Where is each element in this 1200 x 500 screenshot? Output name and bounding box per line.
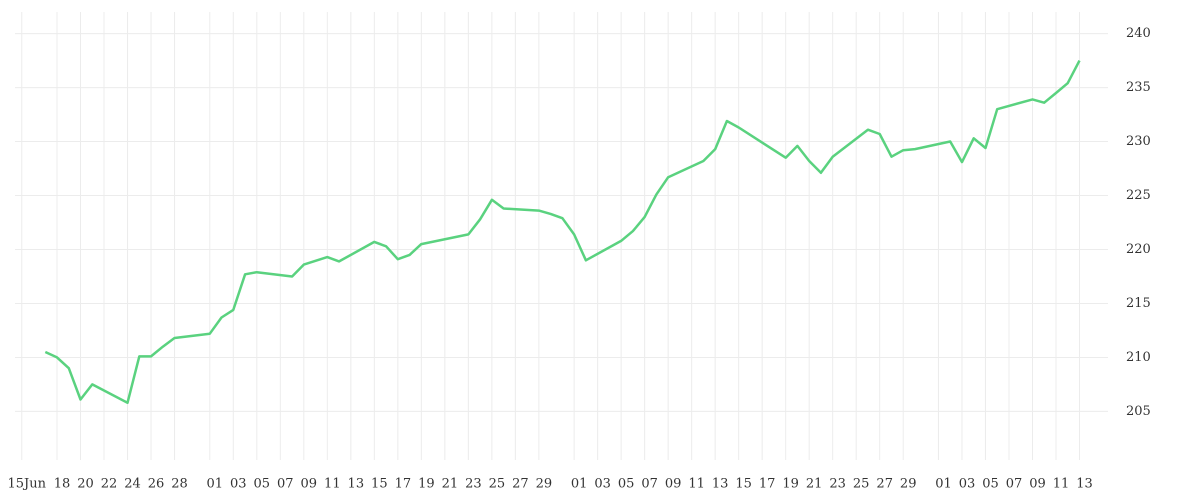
y-tick-label: 215 <box>1126 296 1151 311</box>
x-tick-label: 27 <box>876 477 893 492</box>
x-tick-label: 29 <box>536 477 553 492</box>
x-tick-label: 25 <box>489 477 506 492</box>
x-tick-label: 23 <box>829 477 846 492</box>
x-tick-label: 05 <box>618 477 635 492</box>
x-tick-label: 21 <box>806 477 823 492</box>
x-tick-label: 07 <box>641 477 658 492</box>
x-tick-label: 28 <box>171 477 188 492</box>
x-tick-label: 05 <box>982 477 999 492</box>
x-tick-label: 03 <box>959 477 976 492</box>
x-tick-label: 13 <box>712 477 729 492</box>
y-tick-label: 205 <box>1126 404 1151 419</box>
x-tick-label: 23 <box>465 477 482 492</box>
x-tick-label: 15Jun <box>8 477 47 492</box>
x-tick-label: 21 <box>442 477 459 492</box>
x-tick-label: 15 <box>735 477 752 492</box>
y-tick-label: 210 <box>1126 350 1151 365</box>
x-tick-label: 03 <box>230 477 247 492</box>
x-tick-label: 26 <box>148 477 165 492</box>
x-tick-label: 09 <box>1029 477 1046 492</box>
x-tick-label: 27 <box>512 477 529 492</box>
x-tick-label: 11 <box>1053 477 1070 492</box>
x-tick-label: 11 <box>688 477 705 492</box>
y-tick-label: 240 <box>1126 26 1151 41</box>
x-tick-label: 29 <box>900 477 917 492</box>
x-tick-label: 17 <box>759 477 776 492</box>
x-tick-label: 13 <box>348 477 365 492</box>
x-tick-label: 09 <box>665 477 682 492</box>
x-tick-label: 22 <box>101 477 118 492</box>
x-tick-label: 09 <box>301 477 318 492</box>
x-tick-label: 05 <box>254 477 271 492</box>
x-tick-label: 17 <box>395 477 412 492</box>
x-tick-label: 19 <box>418 477 435 492</box>
x-tick-label: 07 <box>1006 477 1023 492</box>
y-tick-label: 225 <box>1126 188 1151 203</box>
y-tick-label: 220 <box>1126 242 1151 257</box>
x-tick-label: 24 <box>124 477 141 492</box>
y-tick-label: 230 <box>1126 134 1151 149</box>
x-tick-label: 25 <box>853 477 870 492</box>
x-tick-label: 19 <box>782 477 799 492</box>
x-tick-label: 07 <box>277 477 294 492</box>
price-line <box>44 60 1081 405</box>
x-tick-label: 03 <box>594 477 611 492</box>
x-tick-label: 18 <box>54 477 71 492</box>
x-tick-label: 11 <box>324 477 341 492</box>
x-tick-label: 01 <box>571 477 588 492</box>
x-tick-label: 01 <box>207 477 224 492</box>
x-tick-label: 13 <box>1076 477 1093 492</box>
x-tick-label: 20 <box>77 477 94 492</box>
x-tick-label: 15 <box>371 477 388 492</box>
y-tick-label: 235 <box>1126 80 1151 95</box>
x-tick-label: 01 <box>935 477 952 492</box>
